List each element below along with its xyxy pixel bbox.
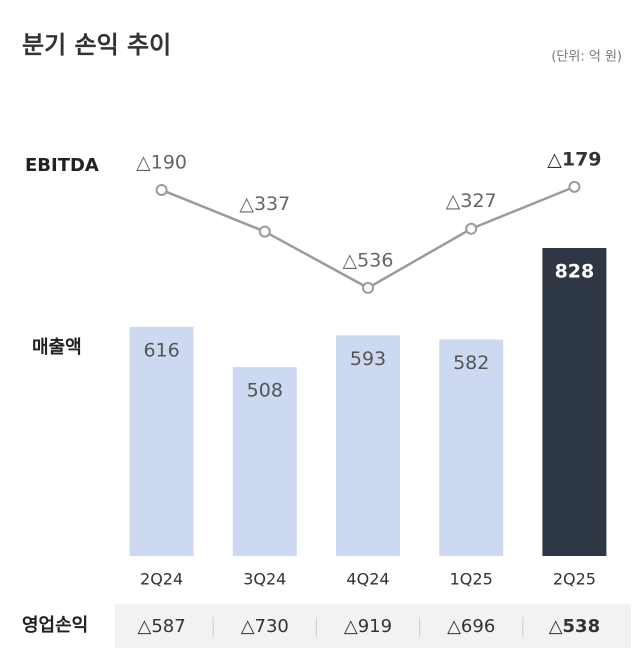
bar-label: 508 [247, 380, 283, 402]
line-marker [155, 183, 168, 196]
x-tick-label: 1Q25 [450, 570, 493, 589]
line-marker [568, 180, 581, 193]
bar [129, 326, 194, 556]
x-tick-label: 3Q24 [243, 570, 286, 589]
line-label: △337 [239, 193, 290, 215]
table-row-bg [115, 604, 631, 648]
x-tick-label: 2Q25 [553, 570, 596, 589]
table-cell: △587 [137, 616, 185, 637]
line-marker [362, 281, 374, 294]
bar-label: 828 [555, 260, 595, 282]
bar-label: 582 [453, 352, 489, 374]
series-label: EBITDA [25, 155, 99, 176]
line-label: △179 [547, 148, 601, 170]
x-tick-label: 4Q24 [346, 570, 389, 589]
chart-title: 분기 손익 추이 [22, 31, 171, 59]
table-cell: △730 [241, 616, 289, 637]
bar [542, 247, 607, 556]
x-tick-label: 2Q24 [140, 570, 183, 589]
line-label: △327 [446, 190, 497, 212]
unit-note: (단위: 억 원) [551, 50, 622, 65]
table-cell: △696 [447, 616, 495, 637]
bar-label: 593 [350, 348, 386, 370]
table-cell: △919 [344, 616, 392, 637]
bar-label: 616 [143, 339, 179, 361]
table-cell: △538 [549, 616, 600, 637]
line-marker [258, 225, 271, 238]
line [161, 185, 575, 290]
line-marker [465, 222, 478, 235]
series-label: 매출액 [32, 337, 82, 358]
line-label: △190 [136, 151, 187, 173]
line-label: △536 [343, 249, 394, 271]
bar [232, 367, 297, 556]
row-label: 영업손익 [22, 615, 88, 636]
bar [439, 339, 504, 556]
bar [336, 335, 400, 556]
